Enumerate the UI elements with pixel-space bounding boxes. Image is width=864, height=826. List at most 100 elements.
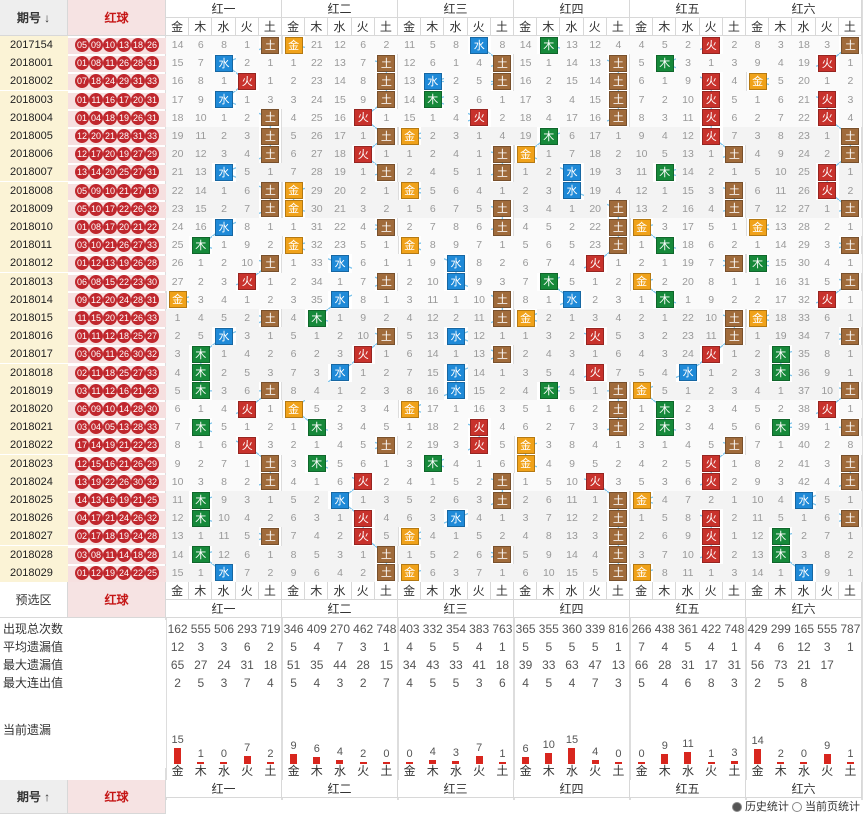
omission-bar: [452, 760, 460, 764]
miss-value: 5: [282, 127, 306, 146]
miss-value: 1: [653, 72, 677, 91]
element-header: 土: [838, 18, 862, 36]
stat-value: 346: [283, 622, 304, 636]
miss-value: 27: [305, 145, 329, 164]
element-block-火: 火: [354, 109, 373, 127]
element-block-土: 土: [493, 73, 512, 90]
red-ball: 19: [89, 474, 103, 489]
miss-value: 2: [258, 236, 282, 255]
red-ball: 25: [117, 165, 131, 180]
miss-value: 9: [212, 491, 236, 510]
preselect-element[interactable]: 火: [699, 582, 723, 600]
red-balls: 03 08 11 14 18 28: [68, 547, 166, 564]
footer-group-label: 红五: [630, 780, 746, 798]
preselect-element[interactable]: 金: [630, 582, 654, 600]
preselect-element[interactable]: 火: [235, 582, 259, 600]
preselect-element[interactable]: 木: [537, 582, 561, 600]
miss-value: 4: [490, 127, 514, 146]
preselect-element[interactable]: 火: [583, 582, 607, 600]
stat-value: 56: [750, 658, 765, 672]
miss-value: 24: [166, 218, 190, 237]
radio-history[interactable]: [731, 802, 742, 813]
preselect-element[interactable]: 土: [722, 582, 746, 600]
preselect-element[interactable]: 木: [421, 582, 445, 600]
preselect-element[interactable]: 水: [792, 582, 816, 600]
radio-history-label: 历史统计: [744, 801, 792, 813]
preselect-element[interactable]: 金: [166, 582, 190, 600]
miss-value: 12: [630, 181, 654, 200]
omission-value: 6: [313, 743, 320, 756]
footer-period-header[interactable]: 期号 ↑: [0, 780, 68, 814]
preselect-element[interactable]: 土: [258, 582, 282, 600]
preselect-element[interactable]: 土: [606, 582, 630, 600]
miss-value: 14: [398, 90, 422, 109]
red-ball: 18: [131, 547, 145, 562]
miss-value: 1: [351, 363, 375, 382]
preselect-element[interactable]: 木: [189, 582, 213, 600]
red-ball: 01: [75, 565, 89, 580]
preselect-element[interactable]: 土: [838, 582, 862, 600]
element-block-土: 土: [261, 200, 280, 218]
element-block-火: 火: [238, 73, 257, 90]
miss-value: 18: [676, 236, 700, 255]
red-ball: 13: [89, 493, 103, 507]
preselect-element[interactable]: 土: [490, 582, 514, 600]
miss-value: 5: [328, 454, 352, 473]
preselect-element[interactable]: 水: [676, 582, 700, 600]
preselect-element[interactable]: 木: [305, 582, 329, 600]
preselect-element[interactable]: 火: [815, 582, 839, 600]
red-ball: 26: [131, 256, 145, 271]
miss-value: 1: [699, 563, 723, 582]
miss-value: 12: [421, 309, 445, 328]
element-block-水: 水: [470, 36, 489, 54]
miss-value: 23: [166, 199, 190, 218]
preselect-element[interactable]: 水: [328, 582, 352, 600]
miss-value: 7: [815, 527, 839, 546]
radio-current-page[interactable]: [792, 802, 802, 813]
preselect-element[interactable]: 金: [398, 582, 422, 600]
miss-value: 23: [676, 327, 700, 346]
preselect-element[interactable]: 火: [467, 582, 491, 600]
period-header[interactable]: 期号 ↓: [0, 0, 68, 36]
miss-value: 3: [653, 472, 677, 491]
omission-bar: [522, 757, 529, 764]
stat-value: 41: [472, 658, 486, 672]
stats-mode-radios[interactable]: 历史统计 当前页统计: [700, 800, 860, 814]
miss-value: 24: [792, 145, 816, 164]
preselect-element[interactable]: 金: [514, 582, 538, 600]
preselect-element[interactable]: 木: [769, 582, 793, 600]
red-ball: 28: [145, 256, 159, 271]
preselect-element[interactable]: 金: [282, 582, 306, 600]
preselect-element[interactable]: 火: [351, 582, 375, 600]
miss-value: 1: [838, 345, 862, 364]
preselect-element[interactable]: 水: [444, 582, 468, 600]
element-block-木: 木: [539, 127, 558, 145]
red-ball: 10: [89, 238, 103, 253]
current-element-label: 火: [473, 764, 486, 778]
miss-value: 5: [235, 363, 259, 382]
miss-value: 8: [282, 545, 306, 564]
stat-value: 8: [707, 676, 715, 690]
element-block-火: 火: [238, 273, 257, 291]
stat-value: 5: [452, 676, 460, 690]
stat-value: 27: [194, 658, 208, 672]
preselect-element[interactable]: 水: [212, 582, 236, 600]
red-ball: 33: [145, 129, 159, 143]
preselect-element[interactable]: 木: [653, 582, 677, 600]
miss-value: 2: [514, 181, 538, 200]
preselect-element[interactable]: 水: [560, 582, 584, 600]
miss-value: 4: [467, 54, 491, 73]
miss-value: 15: [189, 199, 213, 218]
miss-value: 3: [630, 545, 654, 564]
miss-value: 5: [722, 90, 746, 109]
element-block-木: 木: [191, 364, 210, 382]
miss-value: 1: [189, 400, 213, 419]
preselect-element[interactable]: 金: [746, 582, 770, 600]
red-ball: 19: [145, 183, 159, 198]
red-ball: 33: [145, 365, 159, 380]
miss-value: 2: [583, 290, 607, 309]
miss-value: 11: [467, 309, 491, 328]
footer-group-label: 红四: [514, 780, 630, 798]
preselect-element[interactable]: 土: [374, 582, 398, 600]
element-block-土: 土: [261, 145, 280, 163]
